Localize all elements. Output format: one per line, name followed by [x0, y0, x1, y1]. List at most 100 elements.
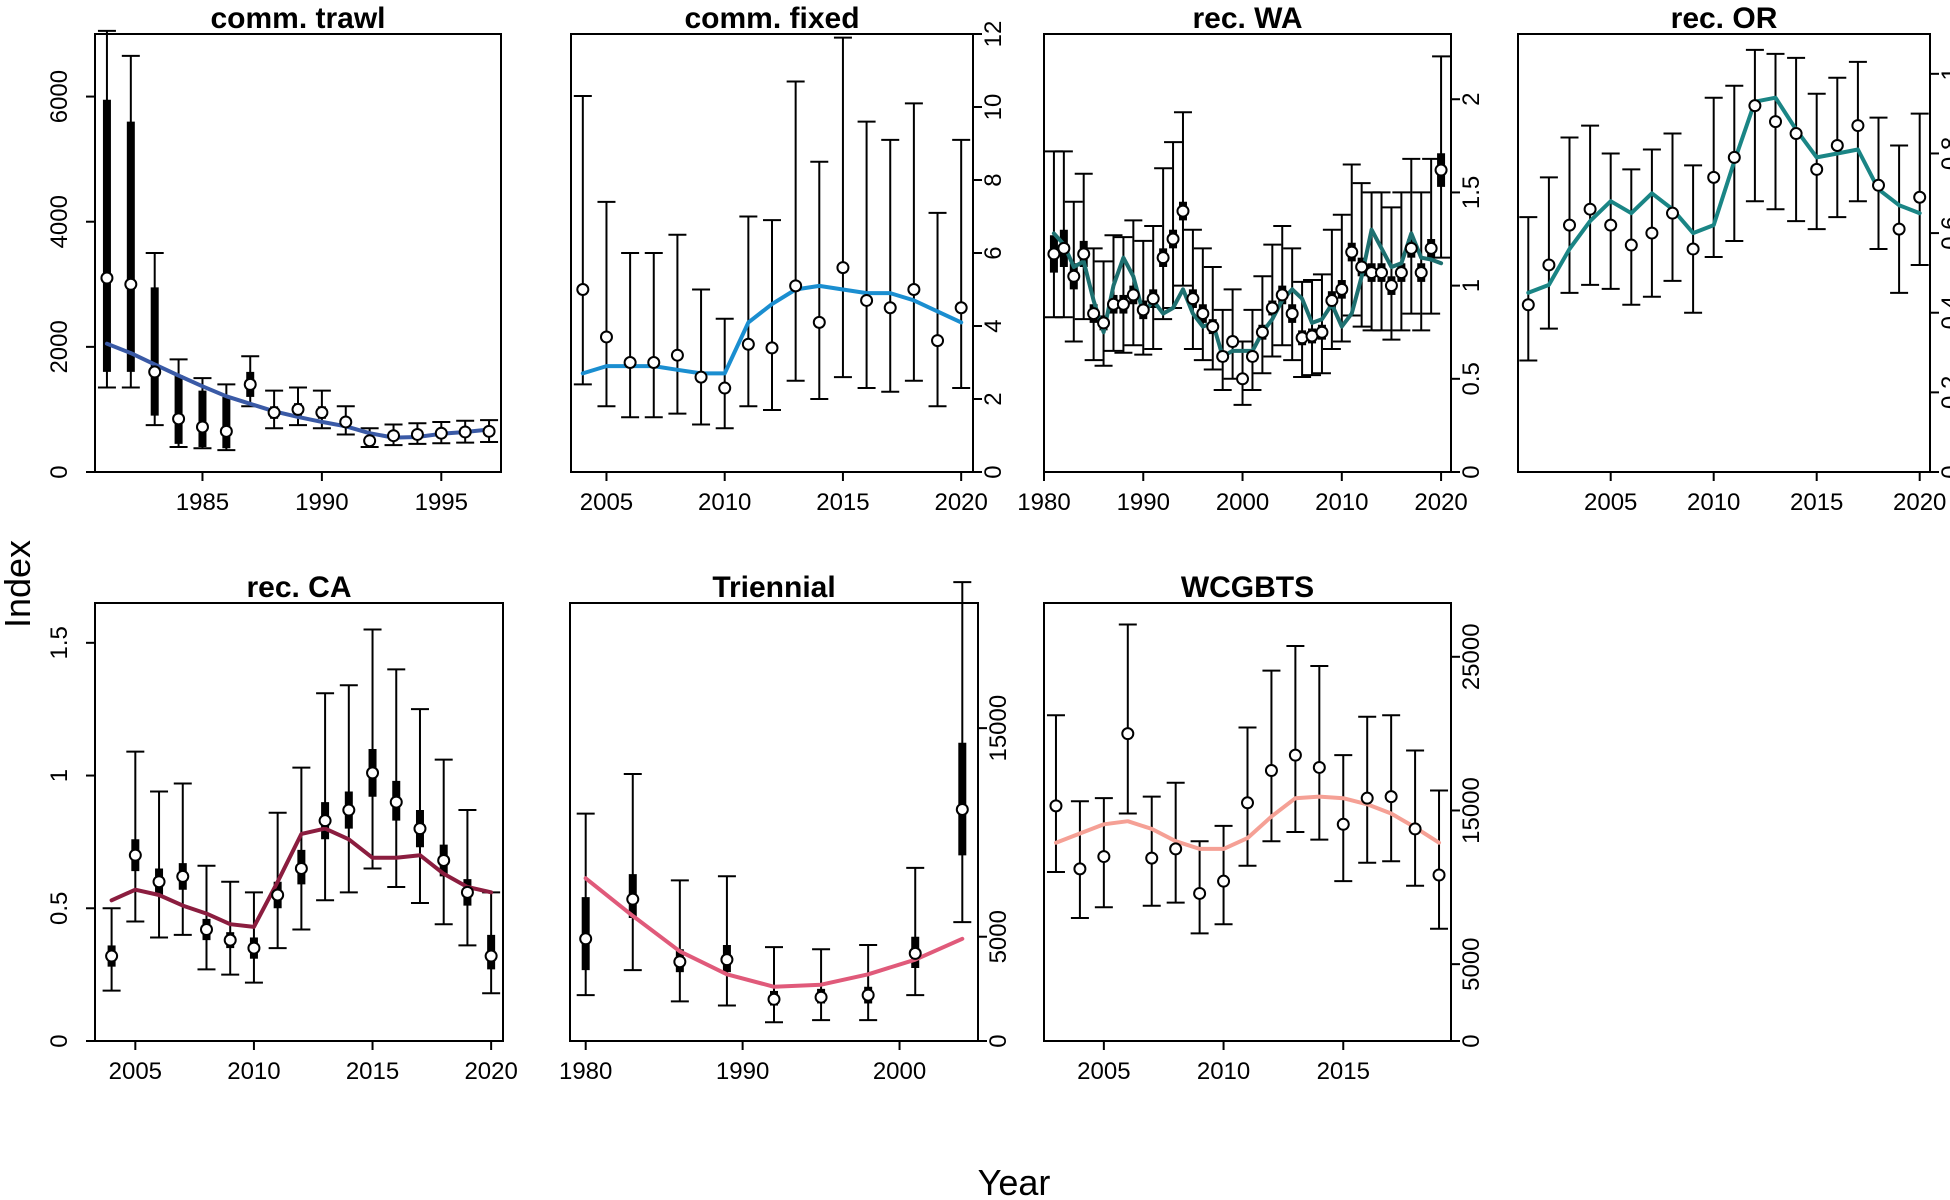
observed-point: [1404, 241, 1418, 255]
figure-ylabel: Index: [0, 540, 38, 628]
observed-point: [765, 341, 779, 355]
observed-point: [1335, 282, 1349, 296]
observed-point: [318, 814, 332, 828]
observed-point: [1073, 862, 1087, 876]
observed-point: [1216, 349, 1230, 363]
panel-title: rec. OR: [1671, 2, 1778, 35]
observed-point: [1810, 162, 1824, 176]
y-tick-label: 25000: [1458, 623, 1485, 690]
expected-series-line: [1054, 794, 1441, 851]
y-tick-label: 6: [980, 246, 1007, 259]
observed-point: [931, 334, 945, 348]
observed-point: [1748, 99, 1762, 113]
y-tick-label: 2: [1458, 93, 1485, 106]
observed-point: [1049, 799, 1063, 813]
observed-point: [124, 277, 138, 291]
observed-point: [579, 932, 593, 946]
observed-point: [105, 949, 119, 963]
observed-point: [1686, 242, 1700, 256]
y-tick-label: 0: [46, 1034, 73, 1047]
observed-point: [1121, 727, 1135, 741]
observed-point: [267, 406, 281, 420]
x-tick-label: 2010: [1197, 1058, 1250, 1085]
observed-point: [767, 992, 781, 1006]
x-tick-label: 2000: [1216, 489, 1269, 516]
observed-point: [1217, 874, 1231, 888]
observed-point: [1913, 190, 1927, 204]
observed-point: [812, 315, 826, 329]
observed-point: [1424, 241, 1438, 255]
expected-series-line: [580, 283, 964, 376]
x-tick-label: 2010: [227, 1058, 280, 1085]
y-tick-label: 0.4: [1937, 296, 1950, 329]
y-tick-label: 0.5: [1458, 362, 1485, 395]
observed-point: [1583, 202, 1597, 216]
observed-point: [199, 923, 213, 937]
observed-point: [1892, 222, 1906, 236]
observed-point: [954, 301, 968, 315]
observed-point: [1789, 127, 1803, 141]
observed-point: [1156, 251, 1170, 265]
observed-point: [1384, 790, 1398, 804]
observed-point: [315, 406, 329, 420]
plot-frame: [1517, 33, 1931, 473]
x-tick-label: 2005: [1077, 1058, 1130, 1085]
observed-point: [1146, 292, 1160, 306]
observed-point: [389, 795, 403, 809]
observed-point: [243, 377, 257, 391]
observed-point: [647, 356, 661, 369]
observed-point: [1707, 170, 1721, 184]
observed-point: [1176, 204, 1190, 218]
x-tick-label: 2005: [109, 1058, 162, 1085]
observed-point: [1255, 325, 1269, 339]
observed-point: [1830, 138, 1844, 152]
observed-point: [148, 365, 162, 379]
x-tick-label: 1980: [1017, 489, 1070, 516]
observed-point: [1645, 226, 1659, 240]
observed-point: [219, 424, 233, 438]
y-tick-label: 0.6: [1937, 216, 1950, 249]
y-tick-label: 15000: [1458, 777, 1485, 844]
observed-point: [1384, 279, 1398, 293]
y-tick-label: 0: [1458, 465, 1485, 478]
x-tick-label: 2020: [1414, 489, 1467, 516]
x-tick-label: 2010: [1687, 489, 1740, 516]
expected-series-line: [104, 341, 492, 440]
observed-point: [670, 348, 684, 362]
x-tick-label: 1995: [415, 489, 468, 516]
observed-point: [576, 283, 590, 296]
observed-point: [1394, 266, 1408, 280]
observed-point: [1087, 307, 1101, 321]
observed-point: [1408, 822, 1422, 836]
observed-point: [294, 861, 308, 875]
x-tick-label: 2015: [816, 489, 869, 516]
observed-point: [100, 271, 114, 285]
observed-point: [434, 426, 448, 440]
x-tick-label: 2015: [1790, 489, 1843, 516]
y-tick-label: 1: [46, 769, 73, 782]
observed-point: [1067, 269, 1081, 283]
observed-point: [247, 941, 261, 955]
observed-point: [861, 988, 875, 1002]
expected-series-line: [583, 876, 965, 989]
y-tick-label: 4000: [46, 195, 73, 248]
x-tick-label: 1990: [295, 489, 348, 516]
observed-point: [860, 293, 874, 307]
observed-point: [1315, 325, 1329, 339]
y-tick-label: 5000: [985, 910, 1012, 963]
observed-point: [1166, 232, 1180, 246]
x-tick-label: 2015: [346, 1058, 399, 1085]
observed-point: [387, 429, 401, 443]
y-tick-label: 4: [980, 319, 1007, 332]
panel-title: comm. trawl: [210, 2, 385, 35]
panel-5: Triennial 1980 1990 2000 0 5000 15000: [559, 571, 1012, 1085]
y-tick-label: 1.5: [1458, 176, 1485, 209]
panel-title: Triennial: [712, 571, 835, 604]
observed-point: [152, 875, 166, 889]
observed-point: [1077, 247, 1091, 261]
observed-point: [1116, 297, 1130, 311]
observed-point: [907, 283, 921, 296]
panel-1: comm. fixed 2005 2010 2015 2020 0 2 4 6 8 10 12: [570, 2, 1007, 516]
y-tick-label: 0.2: [1937, 376, 1950, 409]
observed-point: [1432, 868, 1446, 882]
